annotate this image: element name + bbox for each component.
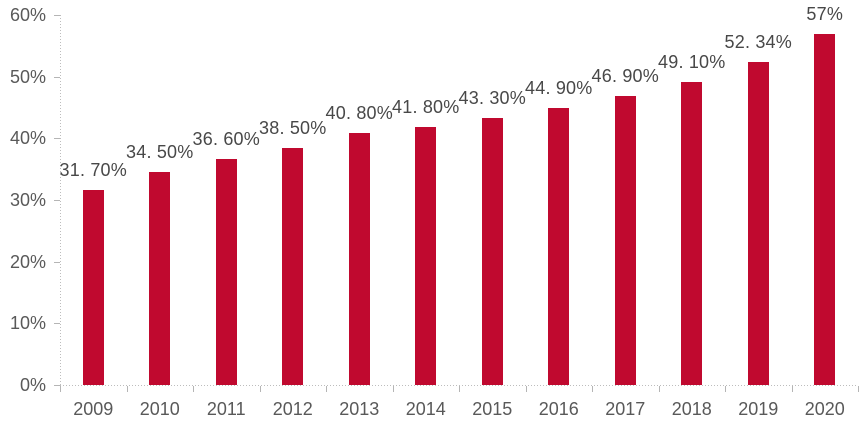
x-tick-label-2015: 2015 <box>472 399 513 419</box>
x-tick-label-2009: 2009 <box>73 399 114 419</box>
x-axis-line <box>60 385 858 386</box>
data-label-2017: 46. 90% <box>591 65 659 86</box>
y-axis-line <box>60 15 61 385</box>
x-axis-tick <box>592 386 593 392</box>
x-axis-tick <box>459 386 460 392</box>
bar-2014 <box>415 127 437 385</box>
data-label-2012: 38. 50% <box>259 117 327 138</box>
x-tick-label-2011: 2011 <box>206 399 246 419</box>
bar-2009 <box>82 189 104 385</box>
y-axis-tick <box>54 15 60 16</box>
data-label-2009: 31. 70% <box>59 159 127 180</box>
x-tick-label-2019: 2019 <box>738 399 779 419</box>
x-axis-tick <box>259 386 261 392</box>
x-axis-tick <box>193 386 194 392</box>
y-tick-label: 20% <box>9 251 46 272</box>
bar-2019 <box>747 62 769 385</box>
x-tick-label-2020: 2020 <box>804 399 845 419</box>
data-label-2015: 43. 30% <box>458 87 526 108</box>
y-axis-tick <box>54 138 60 140</box>
y-axis-tick <box>54 385 60 386</box>
x-axis-tick <box>326 386 327 392</box>
x-tick-label-2014: 2014 <box>405 399 446 419</box>
y-axis-tick <box>54 261 60 263</box>
bar-2012 <box>282 147 304 385</box>
bar-2015 <box>481 117 503 385</box>
y-axis-tick <box>54 76 60 78</box>
y-tick-label: 30% <box>9 190 46 210</box>
y-tick-label: 60% <box>9 5 46 25</box>
bar-2013 <box>348 133 370 385</box>
x-axis-tick <box>525 386 527 392</box>
y-axis-tick <box>54 323 60 325</box>
x-axis-tick <box>658 386 660 392</box>
x-tick-label-2016: 2016 <box>538 399 579 419</box>
y-axis-tick <box>54 200 60 201</box>
bar-2011 <box>215 159 237 385</box>
x-axis-tick <box>60 386 61 392</box>
x-axis-tick <box>725 386 726 392</box>
data-label-2011: 36. 60% <box>192 129 260 150</box>
x-axis-tick <box>858 386 859 392</box>
x-axis-tick <box>126 386 128 392</box>
x-axis-tick <box>392 386 394 392</box>
x-tick-label-2010: 2010 <box>139 399 180 419</box>
x-tick-label-2012: 2012 <box>272 399 313 419</box>
data-label-2013: 40. 80% <box>325 103 393 124</box>
bar-2010 <box>149 172 171 385</box>
data-label-2014: 41. 80% <box>392 97 460 118</box>
data-label-2016: 44. 90% <box>525 78 593 99</box>
bar-2016 <box>548 108 570 385</box>
bar-2018 <box>681 82 703 385</box>
data-label-2019: 52. 34% <box>724 32 792 53</box>
bar-2017 <box>614 95 636 385</box>
data-label-2020: 57% <box>806 3 844 24</box>
x-tick-label-2013: 2013 <box>339 399 380 419</box>
bar-2020 <box>814 33 836 385</box>
x-tick-label-2017: 2017 <box>605 399 646 419</box>
y-tick-label: 10% <box>9 313 46 334</box>
y-tick-label: 50% <box>9 66 46 87</box>
data-label-2018: 49. 10% <box>658 52 726 73</box>
data-label-2010: 34. 50% <box>126 142 194 163</box>
x-tick-label-2018: 2018 <box>671 399 712 419</box>
y-tick-label: 40% <box>9 128 46 149</box>
y-tick-label: 0% <box>19 375 46 395</box>
x-axis-tick <box>791 386 793 392</box>
